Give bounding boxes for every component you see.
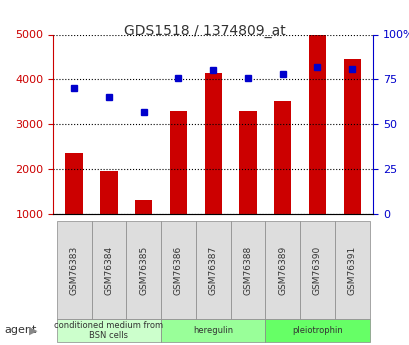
- Text: agent: agent: [4, 325, 36, 335]
- Text: pleiotrophin: pleiotrophin: [291, 326, 342, 335]
- Text: GSM76390: GSM76390: [312, 245, 321, 295]
- Text: GSM76391: GSM76391: [347, 245, 356, 295]
- Bar: [100, 171, 117, 214]
- Bar: [65, 153, 83, 214]
- Text: GSM76389: GSM76389: [278, 245, 287, 295]
- Bar: [135, 200, 152, 214]
- Text: GSM76384: GSM76384: [104, 245, 113, 295]
- Bar: [308, 34, 326, 214]
- Bar: [273, 101, 291, 214]
- Text: GSM76386: GSM76386: [173, 245, 182, 295]
- Text: GSM76387: GSM76387: [208, 245, 217, 295]
- Text: GSM76383: GSM76383: [70, 245, 79, 295]
- Text: conditioned medium from
BSN cells: conditioned medium from BSN cells: [54, 321, 163, 340]
- Bar: [204, 73, 221, 214]
- Text: GSM76385: GSM76385: [139, 245, 148, 295]
- Text: GSM76388: GSM76388: [243, 245, 252, 295]
- Text: GDS1518 / 1374809_at: GDS1518 / 1374809_at: [124, 24, 285, 38]
- Text: ▶: ▶: [29, 325, 37, 335]
- Bar: [239, 111, 256, 214]
- Bar: [169, 111, 187, 214]
- Text: heregulin: heregulin: [193, 326, 233, 335]
- Bar: [343, 59, 360, 214]
